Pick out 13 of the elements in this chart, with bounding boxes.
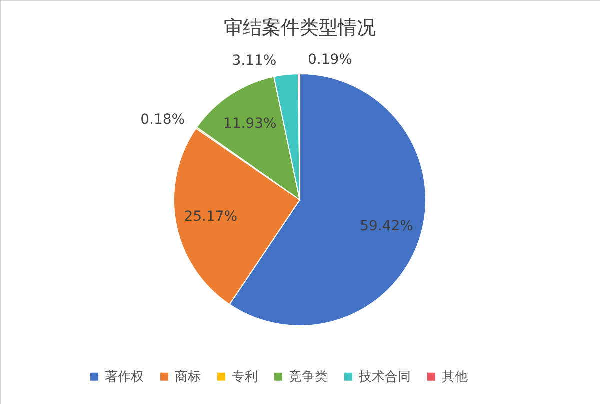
legend-label: 专利 (232, 370, 258, 385)
data-label: 59.42% (360, 218, 414, 234)
legend-label: 其他 (442, 370, 468, 385)
data-label: 11.93% (223, 116, 277, 132)
data-label: 25.17% (184, 208, 238, 225)
chart-title: 审结案件类型情况 (224, 17, 376, 39)
data-label: 3.11% (232, 52, 277, 69)
data-label: 0.19% (308, 52, 352, 68)
legend-label: 竞争类 (289, 370, 328, 385)
legend-label: 技术合同 (358, 370, 411, 385)
legend-label: 著作权 (105, 370, 144, 385)
data-label: 0.18% (140, 112, 186, 128)
legend-label: 商标 (175, 370, 201, 385)
